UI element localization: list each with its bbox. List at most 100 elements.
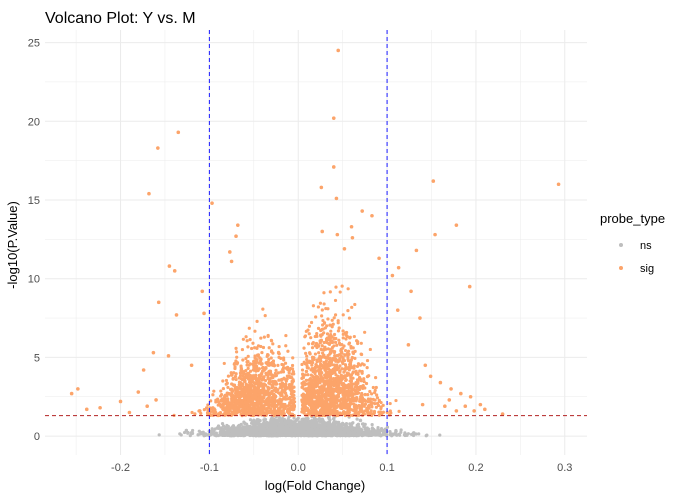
- ns-point: [255, 422, 260, 426]
- sig-point: [304, 351, 308, 356]
- sig-point: [333, 313, 338, 317]
- sig-point: [290, 363, 295, 368]
- sig-point: [319, 334, 323, 338]
- ns-point: [204, 432, 208, 436]
- sig-point: [307, 332, 311, 336]
- sig-point: [247, 326, 251, 330]
- sig-point: [315, 345, 319, 350]
- sig-point: [248, 337, 252, 342]
- sig-point: [300, 381, 304, 385]
- sig-point: [303, 382, 307, 387]
- sig-point: [190, 410, 194, 415]
- ns-point: [220, 421, 225, 426]
- sig-point: [334, 285, 338, 289]
- sig-point: [324, 347, 328, 351]
- sig-point: [304, 329, 308, 333]
- sig-point: [368, 347, 372, 352]
- ns-point: [234, 426, 239, 430]
- sig-point: [333, 354, 337, 358]
- sig-point: [363, 386, 367, 390]
- ns-point: [267, 424, 272, 428]
- sig-point: [336, 374, 340, 378]
- ns-point: [317, 430, 321, 435]
- sig-point: [338, 364, 342, 368]
- sig-point: [327, 371, 331, 375]
- sig-point: [291, 356, 295, 360]
- sig-point: [337, 338, 341, 342]
- ns-point: [286, 425, 290, 429]
- sig-point: [256, 344, 261, 348]
- sig-point: [250, 395, 254, 399]
- sig-point: [243, 379, 247, 383]
- sig-point: [345, 352, 350, 356]
- ns-point: [248, 418, 253, 422]
- ns-point: [438, 433, 442, 437]
- ns-point: [230, 431, 234, 435]
- sig-point: [300, 385, 304, 389]
- sig-point: [339, 380, 343, 385]
- ns-point: [216, 424, 221, 428]
- sig-point: [330, 363, 334, 367]
- sig-point: [344, 337, 348, 341]
- sig-point: [309, 336, 313, 340]
- sig-point: [342, 385, 346, 389]
- sig-point: [259, 336, 263, 340]
- ns-point: [388, 430, 392, 434]
- sig-point: [225, 381, 229, 385]
- sig-point: [221, 386, 225, 391]
- sig-point: [234, 346, 238, 351]
- sig-point: [278, 400, 282, 404]
- sig-point: [370, 405, 374, 409]
- sig-point: [343, 394, 347, 398]
- ns-point: [239, 422, 243, 426]
- sig-point: [320, 394, 324, 399]
- sig-point: [261, 389, 265, 393]
- ns-point: [351, 421, 355, 425]
- sig-point: [228, 387, 233, 392]
- sig-point: [222, 402, 226, 406]
- sig-point: [349, 383, 353, 388]
- sig-point: [320, 314, 324, 318]
- sig-point: [253, 329, 257, 333]
- ns-point: [212, 429, 216, 434]
- sig-point: [328, 407, 332, 411]
- sig-point: [266, 334, 270, 338]
- ns-point: [296, 423, 300, 427]
- sig-point: [368, 389, 372, 394]
- sig-point: [321, 351, 325, 355]
- ns-point: [246, 431, 250, 435]
- sig-point: [327, 342, 332, 347]
- sig-point: [336, 329, 341, 333]
- sig-point: [222, 361, 226, 366]
- sig-point: [258, 383, 263, 387]
- sig-point: [379, 406, 383, 411]
- sig-point: [259, 411, 263, 415]
- sig-point: [341, 313, 345, 317]
- ns-point: [370, 433, 374, 437]
- sig-point: [256, 398, 261, 402]
- sig-point: [284, 394, 288, 398]
- sig-point: [261, 307, 265, 311]
- sig-point: [322, 302, 326, 306]
- sig-point: [241, 337, 245, 341]
- sig-point: [266, 377, 270, 381]
- ns-point: [344, 428, 349, 433]
- sig-point: [246, 366, 250, 370]
- sig-point: [329, 351, 333, 355]
- chart-title: Volcano Plot: Y vs. M: [45, 10, 196, 27]
- sig-point: [350, 386, 354, 390]
- sig-point: [288, 406, 292, 410]
- sig-point: [332, 316, 336, 320]
- sig-point: [211, 393, 215, 397]
- sig-point: [319, 328, 323, 333]
- ns-point: [210, 427, 214, 431]
- sig-point: [374, 376, 378, 380]
- sig-point: [277, 352, 281, 356]
- sig-point: [332, 337, 336, 341]
- sig-point: [375, 396, 380, 400]
- sig-point: [313, 352, 318, 356]
- ns-point: [317, 433, 321, 438]
- ns-point: [230, 425, 234, 429]
- sig-point: [305, 358, 309, 362]
